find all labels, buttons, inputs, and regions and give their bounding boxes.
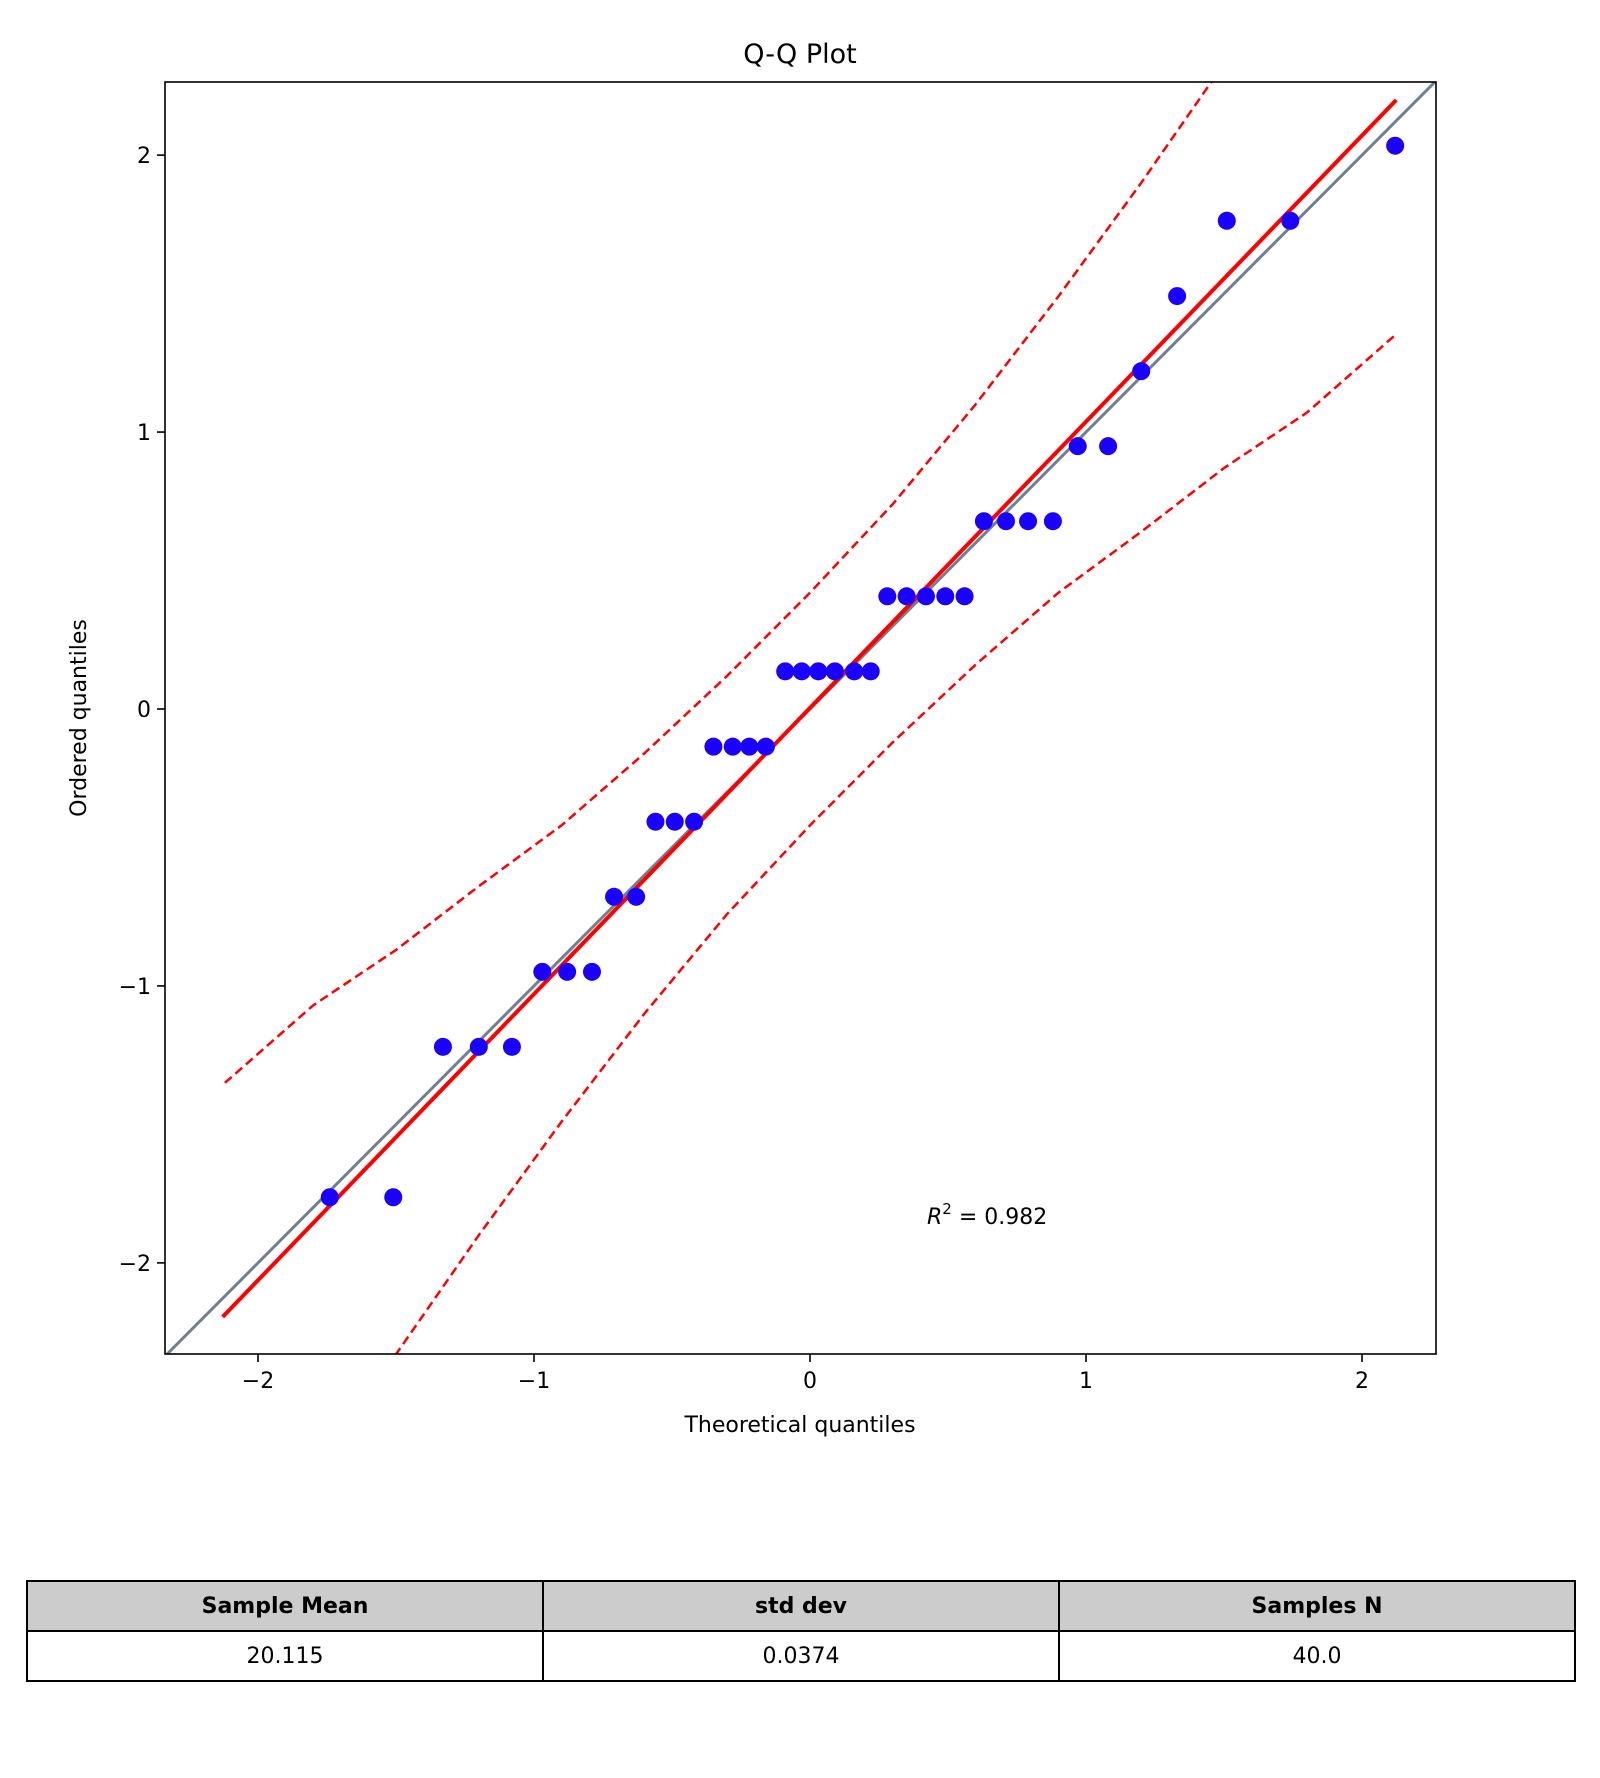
data-point: [825, 662, 844, 681]
data-point: [1281, 211, 1300, 230]
data-point: [665, 812, 684, 831]
y-tick-label: −1: [119, 975, 151, 1000]
confidence-band-lower: [394, 334, 1396, 1354]
data-point: [1019, 512, 1038, 531]
reference-line: [165, 82, 1436, 1354]
data-point: [756, 737, 775, 756]
table-row: 20.115 0.0374 40.0: [26, 1630, 1576, 1682]
data-point: [936, 587, 955, 606]
data-point: [582, 962, 601, 981]
x-tick-label: −2: [242, 1369, 274, 1394]
y-tick-label: −2: [119, 1252, 151, 1277]
header-samples-n: Samples N: [1058, 1580, 1576, 1632]
data-point: [776, 662, 795, 681]
data-point: [320, 1188, 339, 1207]
qq-plot: Q-Q Plot −2 −1 0 1 2 −2 −1 0 1 2 Theoretical quan…: [67, 39, 1437, 1438]
data-point: [955, 587, 974, 606]
chart-title: Q-Q Plot: [743, 39, 856, 70]
x-axis-label: Theoretical quantiles: [683, 1413, 915, 1438]
data-point: [861, 662, 880, 681]
data-point: [502, 1037, 521, 1056]
x-tick-label: −1: [518, 1369, 550, 1394]
data-point: [646, 812, 665, 831]
y-axis-label: Ordered quantiles: [67, 619, 92, 817]
data-point: [809, 662, 828, 681]
data-point: [974, 512, 993, 531]
data-point: [916, 587, 935, 606]
data-point: [723, 737, 742, 756]
data-point: [685, 812, 704, 831]
y-tick-label: 1: [137, 421, 151, 446]
cell-samples-n: 40.0: [1058, 1630, 1576, 1682]
cell-sample-mean: 20.115: [26, 1630, 544, 1682]
x-tick-label: 0: [803, 1369, 817, 1394]
fit-line: [221, 98, 1398, 1319]
data-point: [533, 962, 552, 981]
x-tick-label: 1: [1079, 1369, 1093, 1394]
data-point: [740, 737, 759, 756]
data-point: [216, 1413, 234, 1431]
data-point: [469, 1037, 488, 1056]
data-point: [792, 662, 811, 681]
data-point: [845, 662, 864, 681]
y-tick-label: 0: [137, 698, 151, 723]
data-point: [704, 737, 723, 756]
data-point: [878, 587, 897, 606]
r-squared-annotation: R2 = 0.982: [927, 1200, 1047, 1230]
data-point: [1217, 211, 1236, 230]
y-tick-label: 2: [137, 144, 151, 169]
data-point: [627, 887, 646, 906]
data-point: [433, 1037, 452, 1056]
cell-std-dev: 0.0374: [542, 1630, 1060, 1682]
header-std-dev: std dev: [542, 1580, 1060, 1632]
data-point: [384, 1188, 403, 1207]
data-point: [1043, 512, 1062, 531]
data-point: [1386, 136, 1405, 155]
data-point: [996, 512, 1015, 531]
data-point: [897, 587, 916, 606]
data-point: [605, 887, 624, 906]
data-point: [1168, 287, 1187, 306]
data-point: [1099, 437, 1118, 456]
data-point: [558, 962, 577, 981]
confidence-band-upper: [224, 82, 1213, 1084]
summary-table: Sample Mean std dev Samples N 20.115 0.0…: [26, 1580, 1576, 1682]
axes-frame: [164, 81, 1437, 1355]
header-sample-mean: Sample Mean: [26, 1580, 544, 1632]
x-tick-label: 2: [1355, 1369, 1369, 1394]
data-point: [1068, 437, 1087, 456]
data-point: [1132, 362, 1151, 381]
